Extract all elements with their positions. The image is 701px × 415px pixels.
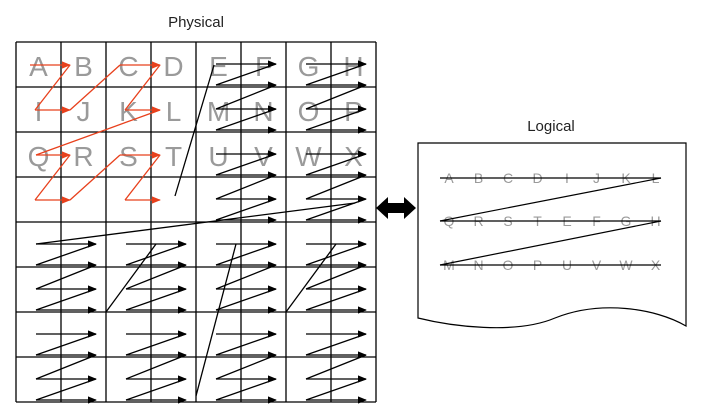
black-scan-link [35,264,97,290]
grid-letter: D [163,51,183,82]
black-scan-link [215,378,277,401]
black-scan-link [215,63,277,86]
black-scan-link [215,108,277,131]
black-scan-link [35,333,97,356]
black-scan-link [305,84,367,110]
red-scan-link [69,154,121,201]
black-scan-link [35,378,97,401]
red-scan-path [30,61,161,204]
grid-letter: X [344,141,363,172]
grid-letter: Q [28,141,50,172]
black-scan-link [305,264,367,290]
grid-letter: O [298,96,320,127]
page-scan-return [439,220,662,266]
red-scan-link [69,64,121,111]
black-scan-link [125,378,187,401]
grid-letter: G [298,51,320,82]
black-scan-link [305,198,367,221]
black-scan-link [305,333,367,356]
physical-title: Physical [168,14,224,31]
page-scan-return [439,177,662,222]
grid-letter: H [343,51,363,82]
grid-letter: T [165,141,182,172]
black-scan-link [195,243,237,397]
black-scan-link [305,354,367,380]
black-scan-link [35,202,356,245]
black-scan-paths [35,60,367,404]
black-scan-link [305,153,367,176]
black-scan-link [215,354,277,380]
black-scan-link [35,288,97,311]
grid-letter: S [119,141,138,172]
grid-letter: E [209,51,228,82]
grid-letter: C [118,51,138,82]
black-scan-link [215,264,277,290]
grid-letter: U [208,141,228,172]
grid-letter: R [73,141,93,172]
black-scan-link [125,333,187,356]
black-scan-link [125,243,187,266]
grid-letter: M [207,96,230,127]
physical-grid-letters: A B C D E F G H I J K L M N O P Q R S T U V W X [28,51,364,172]
logical-title: Logical [527,118,575,135]
red-scan-link [34,64,71,111]
grid-letter: K [119,96,138,127]
black-scan-link [305,174,367,200]
red-scan-link [124,154,161,201]
black-scan-link [305,108,367,131]
grid-letter: N [253,96,273,127]
double-arrow-icon [376,197,416,219]
black-scan-link [215,333,277,356]
black-scan-link [35,243,97,266]
black-scan-link [305,243,367,266]
black-scan-link [305,63,367,86]
black-scan-link [215,198,277,221]
grid-letter: L [166,96,182,127]
black-scan-link [215,174,277,200]
physical-grid [15,41,377,403]
grid-letter: I [35,96,43,127]
grid-letter: B [74,51,93,82]
black-scan-link [174,64,215,197]
black-scan-link [305,288,367,311]
grid-letter: J [77,96,91,127]
grid-letter: F [255,51,272,82]
black-scan-link [285,243,337,313]
logical-page [417,142,687,329]
black-scan-link [215,288,277,311]
black-scan-link [215,153,277,176]
black-scan-link [125,264,187,290]
black-scan-link [215,243,277,266]
grid-letter: V [254,141,273,172]
black-scan-link [215,84,277,110]
red-scan-link [35,109,161,156]
red-scan-link [34,154,71,201]
black-scan-link [305,378,367,401]
black-scan-link [105,243,157,313]
logical-page-scan-lines [439,177,662,266]
grid-letter: W [295,141,322,172]
black-scan-link [35,354,97,380]
grid-letter: P [344,96,363,127]
grid-letter: A [29,51,48,82]
black-scan-link [125,354,187,380]
black-scan-link [125,288,187,311]
red-scan-link [124,64,161,111]
